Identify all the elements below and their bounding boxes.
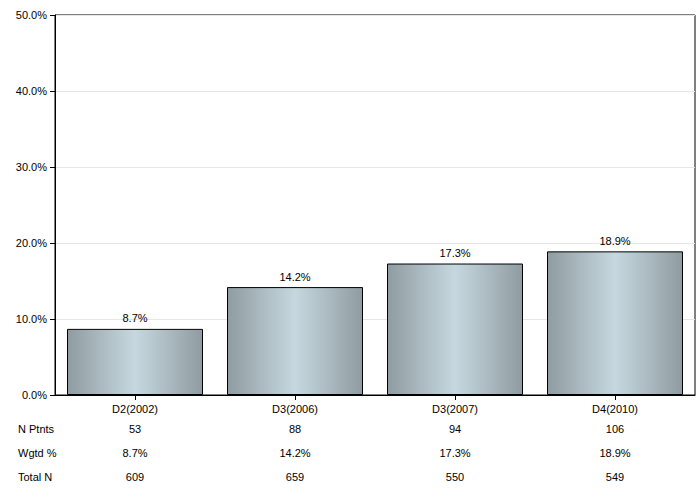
svg-text:8.7%: 8.7% bbox=[122, 312, 147, 324]
svg-text:53: 53 bbox=[129, 423, 141, 435]
svg-text:D3(2007): D3(2007) bbox=[432, 403, 478, 415]
svg-text:609: 609 bbox=[126, 471, 144, 483]
svg-text:Total N: Total N bbox=[18, 471, 52, 483]
svg-text:17.3%: 17.3% bbox=[439, 447, 470, 459]
svg-text:18.9%: 18.9% bbox=[599, 235, 630, 247]
svg-text:20.0%: 20.0% bbox=[16, 237, 47, 249]
svg-text:94: 94 bbox=[449, 423, 461, 435]
svg-text:18.9%: 18.9% bbox=[599, 447, 630, 459]
svg-text:550: 550 bbox=[446, 471, 464, 483]
svg-text:10.0%: 10.0% bbox=[16, 313, 47, 325]
svg-text:14.2%: 14.2% bbox=[279, 447, 310, 459]
svg-text:D3(2006): D3(2006) bbox=[272, 403, 318, 415]
svg-text:17.3%: 17.3% bbox=[439, 247, 470, 259]
svg-text:106: 106 bbox=[606, 423, 624, 435]
svg-text:D4(2010): D4(2010) bbox=[592, 403, 638, 415]
svg-text:14.2%: 14.2% bbox=[279, 271, 310, 283]
svg-text:30.0%: 30.0% bbox=[16, 161, 47, 173]
svg-text:0.0%: 0.0% bbox=[22, 389, 47, 401]
svg-text:50.0%: 50.0% bbox=[16, 9, 47, 21]
svg-text:8.7%: 8.7% bbox=[122, 447, 147, 459]
svg-text:D2(2002): D2(2002) bbox=[112, 403, 158, 415]
svg-text:N Ptnts: N Ptnts bbox=[18, 423, 55, 435]
svg-text:549: 549 bbox=[606, 471, 624, 483]
svg-text:40.0%: 40.0% bbox=[16, 85, 47, 97]
svg-text:Wgtd %: Wgtd % bbox=[18, 447, 57, 459]
svg-text:88: 88 bbox=[289, 423, 301, 435]
svg-text:659: 659 bbox=[286, 471, 304, 483]
